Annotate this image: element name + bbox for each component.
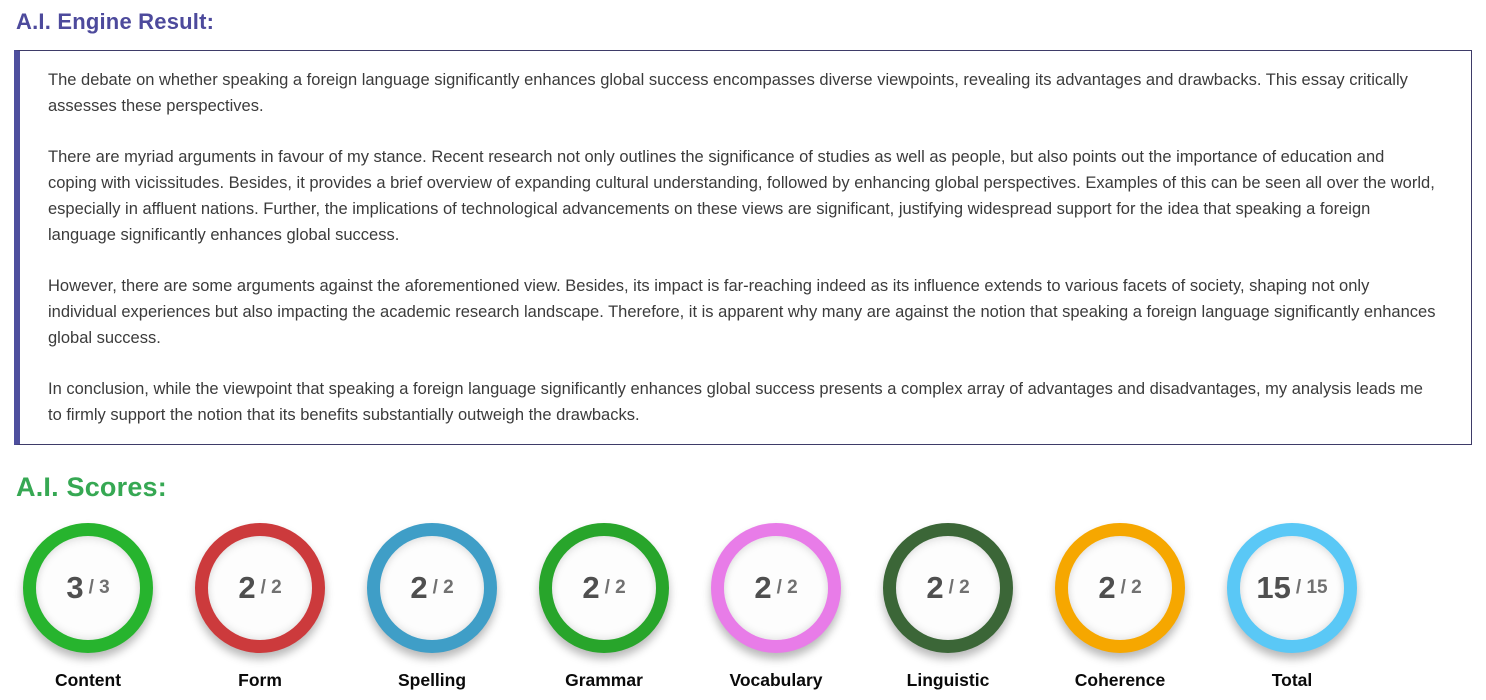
score-max: / 2 bbox=[1120, 577, 1142, 598]
score-item-form: 2 / 2 Form bbox=[195, 523, 325, 691]
score-value: 2 bbox=[410, 570, 428, 605]
score-label: Linguistic bbox=[906, 670, 990, 690]
essay-paragraph: However, there are some arguments agains… bbox=[48, 277, 1436, 347]
scores-row: 3 / 3 Content 2 / 2 Form 2 / 2 Spelling … bbox=[23, 523, 1486, 691]
score-max: / 2 bbox=[604, 577, 626, 598]
score-value: 3 bbox=[66, 570, 84, 605]
score-ring-grammar: 2 / 2 bbox=[539, 523, 669, 653]
score-label: Coherence bbox=[1074, 670, 1166, 690]
score-value: 2 bbox=[582, 570, 600, 605]
score-value: 2 bbox=[1098, 570, 1116, 605]
score-item-vocabulary: 2 / 2 Vocabulary bbox=[711, 523, 841, 691]
engine-result-title: A.I. Engine Result: bbox=[16, 9, 215, 34]
score-max: / 3 bbox=[88, 577, 110, 598]
score-max: / 2 bbox=[948, 577, 970, 598]
score-item-content: 3 / 3 Content bbox=[23, 523, 153, 691]
score-label: Form bbox=[238, 670, 282, 690]
score-item-total: 15 / 15 Total bbox=[1227, 523, 1357, 691]
score-value: 2 bbox=[238, 570, 256, 605]
score-ring-linguistic: 2 / 2 bbox=[883, 523, 1013, 653]
score-value: 15 bbox=[1256, 570, 1291, 605]
essay-paragraph: The debate on whether speaking a foreign… bbox=[48, 71, 1408, 115]
essay-result-box: The debate on whether speaking a foreign… bbox=[14, 50, 1472, 445]
score-ring-form: 2 / 2 bbox=[195, 523, 325, 653]
score-max: / 2 bbox=[432, 577, 454, 598]
score-item-grammar: 2 / 2 Grammar bbox=[539, 523, 669, 691]
score-value: 2 bbox=[754, 570, 772, 605]
score-label: Total bbox=[1271, 670, 1313, 690]
score-item-spelling: 2 / 2 Spelling bbox=[367, 523, 497, 691]
score-value: 2 bbox=[926, 570, 944, 605]
score-label: Content bbox=[54, 670, 122, 690]
score-item-coherence: 2 / 2 Coherence bbox=[1055, 523, 1185, 691]
essay-paragraph: There are myriad arguments in favour of … bbox=[48, 148, 1435, 244]
score-ring-coherence: 2 / 2 bbox=[1055, 523, 1185, 653]
score-max: / 2 bbox=[776, 577, 798, 598]
score-ring-content: 3 / 3 bbox=[23, 523, 153, 653]
score-label: Vocabulary bbox=[729, 670, 823, 690]
score-label: Spelling bbox=[397, 670, 467, 690]
score-max: / 15 bbox=[1295, 577, 1328, 598]
ai-scores-title: A.I. Scores: bbox=[16, 472, 167, 502]
essay-paragraph: In conclusion, while the viewpoint that … bbox=[48, 380, 1423, 424]
score-item-linguistic: 2 / 2 Linguistic bbox=[883, 523, 1013, 691]
score-max: / 2 bbox=[260, 577, 282, 598]
score-ring-vocabulary: 2 / 2 bbox=[711, 523, 841, 653]
score-ring-total: 15 / 15 bbox=[1227, 523, 1357, 653]
score-label: Grammar bbox=[565, 670, 643, 690]
score-ring-spelling: 2 / 2 bbox=[367, 523, 497, 653]
